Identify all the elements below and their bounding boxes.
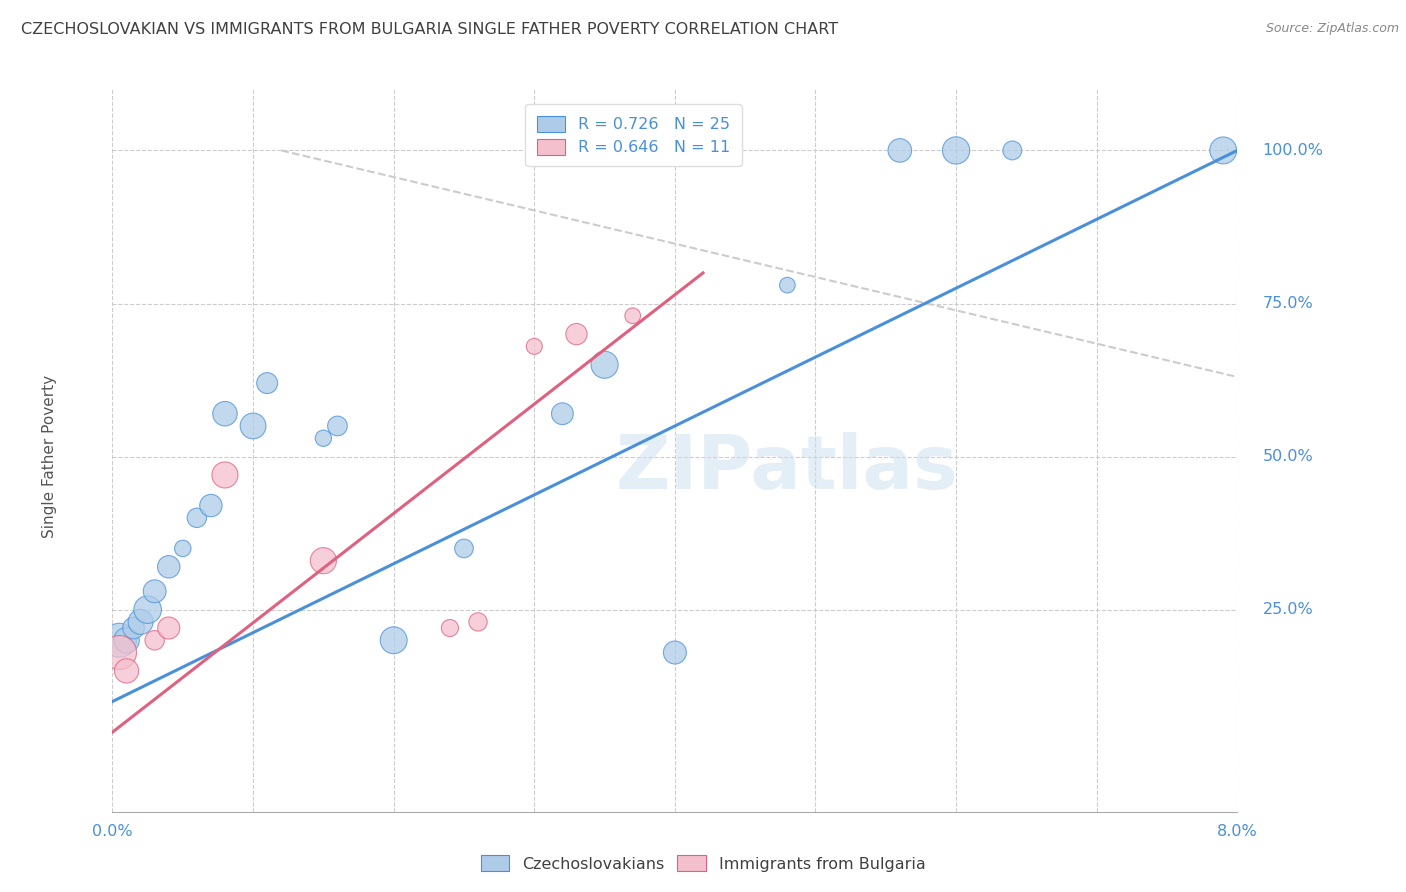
Point (115, 633, 138, 648)
Point (382, 633, 405, 648)
Point (200, 499, 222, 513)
Point (1212, 144, 1234, 158)
Text: 75.0%: 75.0% (1263, 296, 1313, 311)
Text: 8.0%: 8.0% (1218, 824, 1257, 839)
Point (157, 621, 180, 635)
Point (136, 602, 159, 616)
Text: CZECHOSLOVAKIAN VS IMMIGRANTS FROM BULGARIA SINGLE FATHER POVERTY CORRELATION CH: CZECHOSLOVAKIAN VS IMMIGRANTS FROM BULGA… (21, 22, 838, 37)
Text: ZIPatlas: ZIPatlas (616, 433, 959, 506)
Point (621, 309, 644, 323)
Point (551, 407, 574, 421)
Text: 25.0%: 25.0% (1263, 602, 1313, 617)
Point (593, 358, 616, 372)
Point (108, 646, 131, 660)
Text: 0.0%: 0.0% (93, 824, 132, 839)
Point (312, 431, 335, 445)
Text: Single Father Poverty: Single Father Poverty (42, 375, 56, 538)
Point (172, 541, 194, 556)
Legend: Czechoslovakians, Immigrants from Bulgaria: Czechoslovakians, Immigrants from Bulgar… (472, 847, 934, 880)
Point (565, 327, 588, 342)
Point (256, 376, 278, 390)
Point (312, 554, 335, 568)
Point (467, 615, 489, 629)
Point (108, 633, 131, 648)
Text: 50.0%: 50.0% (1263, 449, 1313, 464)
Point (143, 633, 166, 648)
Text: 100.0%: 100.0% (1263, 143, 1323, 158)
Point (889, 144, 911, 158)
Text: Source: ZipAtlas.com: Source: ZipAtlas.com (1265, 22, 1399, 36)
Point (453, 541, 475, 556)
Point (523, 339, 546, 353)
Point (143, 584, 166, 599)
Point (186, 511, 208, 525)
Legend: R = 0.726   N = 25, R = 0.646   N = 11: R = 0.726 N = 25, R = 0.646 N = 11 (526, 104, 741, 166)
Point (945, 144, 967, 158)
Point (776, 278, 799, 293)
Point (214, 467, 236, 482)
Point (214, 407, 236, 421)
Point (664, 646, 686, 660)
Point (122, 621, 145, 635)
Point (115, 664, 138, 678)
Point (439, 621, 461, 635)
Point (157, 559, 180, 574)
Point (1001, 144, 1024, 158)
Point (326, 419, 349, 434)
Point (129, 615, 152, 629)
Point (242, 419, 264, 434)
